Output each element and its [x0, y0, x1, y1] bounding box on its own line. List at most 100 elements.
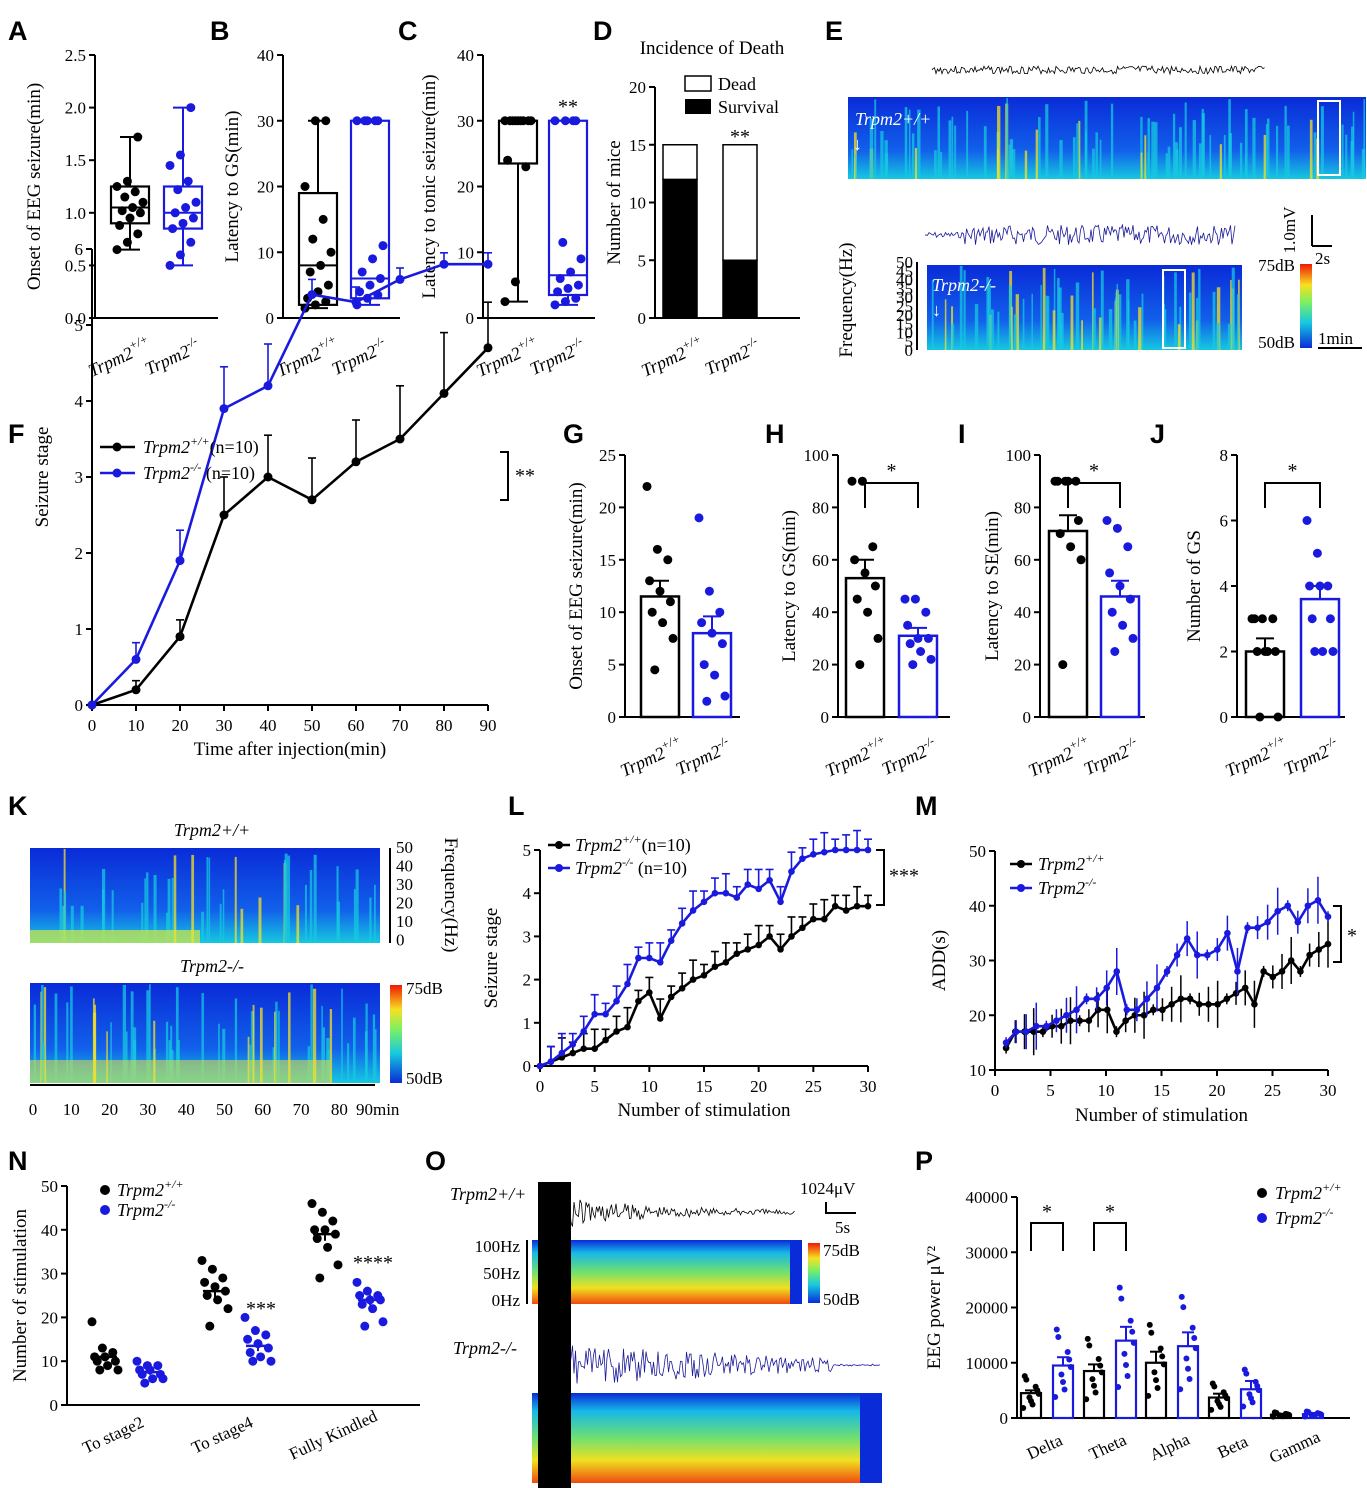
- data-point: [668, 633, 678, 643]
- series-point: [733, 950, 741, 957]
- y-tick-label: 20: [812, 656, 829, 675]
- spectrogram-band: [1286, 125, 1290, 179]
- freq-tick: 10: [896, 323, 913, 342]
- spectrogram-band: [106, 1031, 108, 1083]
- y-tick-label: 30000: [966, 1243, 1009, 1262]
- spectrogram-band: [1244, 109, 1248, 179]
- data-point: [650, 665, 660, 675]
- y-tick-label: 30: [457, 112, 474, 131]
- series-point: [1203, 951, 1211, 959]
- spectrogram-band: [1320, 106, 1324, 179]
- panel-label-H: H: [765, 419, 785, 449]
- y-axis-B: 0 10 20 30 40 Latency to GS(min): [222, 46, 284, 328]
- series-line-ko: [539, 848, 868, 1068]
- data-point: [168, 224, 178, 234]
- data-point: [310, 300, 320, 310]
- spectrogram-band: [1352, 111, 1355, 179]
- legend-ko: Trpm2-/-: [1038, 875, 1096, 898]
- db-high: 75dB: [823, 1241, 860, 1260]
- panel-label-K: K: [8, 791, 28, 821]
- data-point: [850, 555, 860, 565]
- spectrogram-band: [1015, 294, 1019, 350]
- data-point: [1118, 1295, 1125, 1302]
- data-point: [140, 1378, 150, 1388]
- data-point: [560, 116, 570, 126]
- data-point: [1066, 1356, 1073, 1363]
- spectrogram-band: [234, 998, 238, 1083]
- spectrogram-band: [365, 1003, 368, 1083]
- y-tick-label: 40: [457, 46, 474, 65]
- spectrogram-band: [191, 854, 195, 943]
- data-point: [707, 628, 717, 638]
- data-point: [133, 229, 143, 239]
- series-point: [1113, 1028, 1120, 1035]
- series-point: [580, 1045, 588, 1053]
- data-point: [223, 1304, 233, 1314]
- series-point: [87, 700, 97, 710]
- y-tick-label: 2.0: [65, 99, 86, 118]
- spectrogram-band: [1133, 320, 1137, 350]
- data-point: [868, 542, 878, 552]
- y-axis-label: Latency to SE(min): [982, 511, 1003, 661]
- y-tick-label: 4: [75, 392, 84, 411]
- data-point: [191, 197, 201, 207]
- legend-swatch-survival: [685, 99, 711, 114]
- data-point: [1317, 1411, 1324, 1418]
- data-point: [1154, 1385, 1161, 1392]
- significance: ****: [353, 1252, 393, 1274]
- spectrogram-o-ko: [532, 1393, 882, 1483]
- freq-tick: 100Hz: [475, 1237, 521, 1256]
- db-high: 75dB: [406, 979, 443, 998]
- data-point: [1257, 614, 1267, 624]
- freq-tick: 0Hz: [492, 1291, 521, 1310]
- series-point: [439, 388, 449, 398]
- data-point: [550, 116, 560, 126]
- y-axis-H: 0 20 40 60 80 100 Latency to GS(min): [779, 446, 839, 727]
- data-point: [900, 594, 910, 604]
- data-point: [112, 182, 122, 191]
- spectrogram-band: [1229, 133, 1232, 179]
- series-point: [1002, 1039, 1010, 1046]
- spectrogram-band: [222, 889, 225, 943]
- series-point: [1103, 1006, 1111, 1014]
- data-point: [563, 283, 573, 293]
- time-tick: 40: [178, 1100, 195, 1119]
- series-point: [842, 846, 850, 854]
- data-point: [1208, 1406, 1215, 1413]
- series-point: [1278, 968, 1286, 975]
- y-tick-label: 20: [41, 1308, 58, 1327]
- data-point: [1067, 1364, 1074, 1371]
- data-point: [1058, 660, 1068, 670]
- y-tick-label: 40: [257, 46, 274, 65]
- data-point: [1302, 516, 1312, 525]
- spectrogram-band: [54, 993, 58, 1083]
- data-point: [205, 1321, 215, 1331]
- group-label-wt: Trpm2+/+: [84, 332, 154, 381]
- spectrogram-band: [1084, 131, 1087, 179]
- panel-label-G: G: [563, 419, 584, 449]
- significance: **: [515, 465, 535, 487]
- series-point: [1103, 984, 1110, 992]
- data-point: [1311, 1412, 1318, 1419]
- spectrogram-band: [983, 126, 987, 179]
- spectrogram-band: [1184, 102, 1187, 179]
- y-tick-label: 50: [41, 1177, 58, 1196]
- spectrogram-band: [63, 892, 67, 943]
- y-tick-label: 2.5: [65, 46, 86, 65]
- y-tick-label: 40: [41, 1221, 58, 1240]
- data-point: [655, 586, 665, 596]
- series-point: [1067, 1017, 1074, 1025]
- y-tick-label: 2: [75, 544, 84, 563]
- data-point: [375, 274, 385, 284]
- y-axis-label: ADD(s): [929, 930, 950, 991]
- legend-ko: Trpm2-/-: [117, 1197, 175, 1220]
- spectrogram-band: [966, 110, 969, 179]
- eeg-trace-ko: [924, 223, 1236, 246]
- spectrogram-band: [1141, 293, 1144, 350]
- data-point: [702, 696, 712, 706]
- spectrogram-band: [1177, 324, 1181, 350]
- y-tick-label: 15: [599, 551, 616, 570]
- series-point: [1094, 1006, 1102, 1014]
- data-point: [323, 280, 333, 290]
